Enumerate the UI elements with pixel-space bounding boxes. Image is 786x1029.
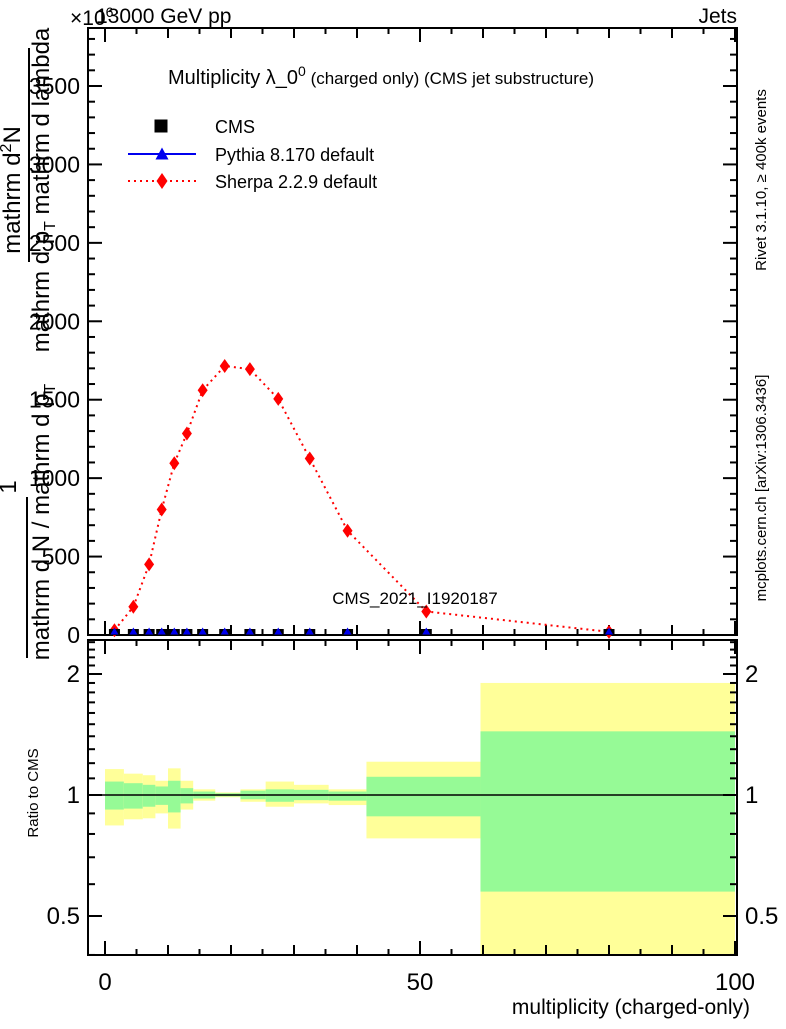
ratio-green-band bbox=[480, 731, 735, 892]
x-tick-labels: 0 50 100 bbox=[98, 969, 755, 996]
pythia-triangle-marker bbox=[110, 627, 119, 635]
ratio-plot-frame bbox=[87, 639, 738, 956]
pythia-triangle-marker bbox=[343, 627, 352, 635]
main-y-tick-label: 3000 bbox=[29, 151, 80, 177]
ratio-y-tick-label-right: 1 bbox=[745, 782, 758, 809]
watermark: CMS_2021_I1920187 bbox=[332, 589, 497, 608]
ratio-y-tick-label-left: 2 bbox=[67, 661, 80, 688]
ratio-y-tick-label-left: 1 bbox=[67, 782, 80, 809]
y-scale-exponent: 6 bbox=[106, 4, 114, 20]
legend-item-sherpa: Sherpa 2.2.9 default bbox=[128, 172, 377, 192]
legend-item-cms: CMS bbox=[154, 117, 255, 137]
main-y-tick-label: 500 bbox=[42, 544, 80, 570]
pythia-triangle-marker bbox=[422, 627, 431, 635]
ratio-green-band bbox=[142, 784, 156, 807]
main-y-tick-label: 1500 bbox=[29, 387, 80, 413]
main-panel-axes bbox=[87, 27, 738, 636]
ratio-green-band bbox=[366, 776, 481, 817]
plot-title: Multiplicity λ_00 (charged only) (CMS je… bbox=[168, 63, 594, 89]
main-y-tick-label: 2000 bbox=[29, 308, 80, 334]
main-y-tick-label: 3500 bbox=[29, 73, 80, 99]
main-y-tick-label: 0 bbox=[67, 622, 80, 648]
x-tick-label: 0 bbox=[98, 969, 111, 996]
sherpa-diamond-marker bbox=[421, 604, 432, 619]
ratio-green-band bbox=[328, 791, 367, 801]
legend-item-pythia: Pythia 8.170 default bbox=[128, 145, 374, 165]
main-y-tick-labels: 0 500 1000 1500 2000 2500 3000 3500 bbox=[29, 73, 80, 648]
ratio-y-tick-label-right: 0.5 bbox=[745, 903, 778, 930]
ratio-axis-label: Ratio to CMS bbox=[25, 748, 42, 837]
pythia-triangle-marker bbox=[274, 627, 283, 635]
sherpa-curve bbox=[113, 364, 610, 633]
rivet-version-note: Rivet 3.1.10, ≥ 400k events bbox=[753, 89, 770, 271]
analysis-group-label: Jets bbox=[698, 5, 737, 28]
sherpa-diamond-marker bbox=[244, 362, 255, 377]
pythia-triangle-marker-icon bbox=[155, 147, 169, 160]
sherpa-diamond-marker-icon bbox=[156, 173, 168, 189]
pythia-triangle-marker bbox=[245, 627, 254, 635]
cms-square-marker-icon bbox=[154, 119, 168, 133]
y-scale-factor: ×106 bbox=[70, 4, 114, 30]
ylabel-lower-denominator: mathrm d N / mathrm d pT bbox=[28, 384, 59, 661]
mcplots-arxiv-note: mcplots.cern.ch [arXiv:1306.3436] bbox=[753, 375, 770, 602]
sherpa-diamond-marker bbox=[197, 383, 208, 398]
ratio-panel: 0.5 0.5 1 1 2 2 bbox=[47, 639, 778, 956]
pythia-triangle-marker bbox=[182, 627, 191, 635]
main-y-tick-label: 2500 bbox=[29, 230, 80, 256]
ylabel-upper-numerator: mathrm d2N bbox=[0, 126, 26, 254]
ylabel-lower-numerator: 1 bbox=[0, 480, 22, 493]
x-tick-label: 50 bbox=[407, 969, 434, 996]
main-plot-frame bbox=[87, 27, 738, 636]
sherpa-diamond-marker bbox=[219, 358, 230, 373]
ratio-green-band bbox=[123, 783, 143, 809]
sherpa-diamond-marker bbox=[304, 451, 315, 466]
sherpa-diamond-marker bbox=[156, 502, 167, 517]
pythia-triangle-marker bbox=[157, 627, 166, 635]
main-y-tick-label: 1000 bbox=[29, 465, 80, 491]
pythia-triangle-marker bbox=[145, 627, 154, 635]
pythia-triangle-marker bbox=[220, 627, 229, 635]
pythia-triangle-marker bbox=[305, 627, 314, 635]
sherpa-diamond-marker bbox=[169, 456, 180, 471]
pythia-triangle-marker bbox=[170, 627, 179, 635]
x-tick-label: 100 bbox=[715, 969, 755, 996]
legend-label-pythia: Pythia 8.170 default bbox=[215, 145, 374, 165]
sherpa-diamond-marker bbox=[342, 523, 353, 538]
sherpa-diamond-marker bbox=[181, 426, 192, 441]
y-axis-label: mathrm d2N mathrm d pT mathrm d lambda 1… bbox=[0, 27, 59, 660]
pythia-triangle-marker bbox=[198, 627, 207, 635]
x-axis-title: multiplicity (charged-only) bbox=[512, 996, 750, 1019]
legend-label-cms: CMS bbox=[215, 117, 255, 137]
ylabel-upper-denominator: mathrm d pT mathrm d lambda bbox=[28, 27, 59, 352]
sherpa-diamond-marker bbox=[144, 557, 155, 572]
legend-label-sherpa: Sherpa 2.2.9 default bbox=[215, 172, 377, 192]
ratio-y-tick-label-right: 2 bbox=[745, 661, 758, 688]
collision-energy-title: 13000 GeV pp bbox=[96, 5, 231, 28]
ratio-y-tick-label-left: 0.5 bbox=[47, 903, 80, 930]
pythia-triangle-marker bbox=[605, 627, 613, 635]
ratio-green-band bbox=[180, 788, 194, 804]
sherpa-diamond-marker bbox=[128, 599, 139, 614]
pythia-triangle-marker bbox=[129, 627, 138, 635]
sherpa-diamond-marker bbox=[273, 391, 284, 406]
ratio-green-band bbox=[168, 780, 181, 813]
title-superscript: 0 bbox=[298, 63, 306, 79]
data-series bbox=[108, 358, 615, 639]
legend: CMS Pythia 8.170 default Sherpa 2.2.9 de… bbox=[128, 117, 377, 192]
